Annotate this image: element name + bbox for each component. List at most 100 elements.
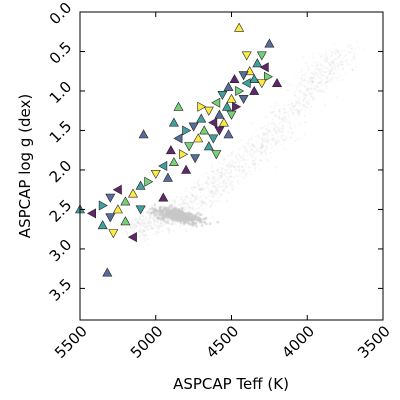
background-point [312, 97, 315, 100]
background-point [318, 68, 321, 71]
background-point [287, 118, 290, 122]
background-point [316, 89, 319, 92]
red-clump-point [179, 215, 182, 219]
background-point [307, 68, 310, 71]
background-point [204, 196, 207, 199]
background-point [344, 50, 347, 53]
star-marker [241, 51, 252, 61]
background-point [253, 144, 256, 147]
background-point [149, 216, 152, 219]
background-point [224, 178, 227, 181]
background-point [330, 77, 333, 81]
background-point [227, 178, 230, 181]
background-point [121, 232, 124, 235]
background-point [275, 102, 278, 105]
background-point [327, 73, 330, 76]
background-point [248, 166, 251, 170]
background-point [215, 189, 218, 192]
background-point [264, 136, 267, 140]
background-point [157, 230, 160, 233]
background-point [265, 146, 268, 149]
background-point [242, 165, 245, 168]
background-point [197, 178, 200, 181]
background-point [216, 196, 219, 199]
star-marker [135, 205, 146, 215]
background-point [265, 150, 268, 153]
background-point [224, 170, 228, 173]
background-point [211, 194, 214, 197]
background-point [311, 80, 314, 84]
background-point [252, 165, 255, 168]
background-point [333, 66, 337, 69]
background-point [236, 175, 239, 178]
background-point [238, 160, 241, 163]
background-point [307, 89, 310, 92]
background-point [270, 156, 273, 159]
background-point [313, 87, 317, 90]
background-point [227, 191, 230, 194]
background-point [261, 137, 264, 140]
background-point [262, 133, 266, 137]
background-point [309, 83, 312, 86]
background-point [309, 79, 312, 82]
background-point [139, 223, 142, 226]
background-point [238, 167, 241, 170]
background-point [251, 159, 255, 162]
background-point [337, 49, 340, 52]
background-point [350, 47, 353, 50]
background-point [294, 108, 297, 112]
background-point [206, 176, 209, 179]
background-point [260, 137, 263, 140]
background-point [288, 121, 291, 124]
background-point [324, 57, 327, 60]
red-clump-point [198, 213, 202, 216]
background-point [141, 225, 144, 228]
background-point [288, 123, 291, 126]
background-point [218, 181, 221, 184]
background-point [177, 203, 180, 207]
background-point [231, 188, 234, 191]
background-point [334, 57, 337, 61]
red-clump-point [155, 209, 159, 212]
background-point [245, 172, 248, 175]
background-point [260, 145, 263, 148]
red-clump-point [158, 216, 162, 220]
background-point [209, 189, 212, 192]
background-point [264, 153, 267, 156]
background-point [316, 72, 319, 75]
background-point [150, 226, 153, 229]
background-point [226, 163, 229, 166]
background-point [344, 53, 347, 57]
background-point [155, 228, 158, 231]
background-point [281, 127, 284, 131]
background-point [222, 179, 225, 182]
background-point [142, 223, 145, 226]
background-point [316, 65, 319, 68]
background-point [290, 131, 294, 134]
background-point [317, 86, 320, 89]
background-point [141, 234, 144, 237]
background-point [242, 158, 245, 162]
background-point [206, 179, 209, 183]
background-point [297, 111, 300, 114]
background-point [291, 84, 294, 87]
background-point [228, 166, 231, 169]
background-point [329, 72, 332, 75]
background-point [133, 223, 136, 226]
star-marker [179, 149, 189, 160]
background-point [225, 184, 228, 188]
background-point [266, 160, 269, 163]
background-point [141, 221, 144, 224]
background-point [307, 68, 311, 71]
background-point [322, 89, 325, 93]
background-point [137, 221, 140, 224]
background-point [330, 69, 333, 73]
background-point [295, 112, 298, 115]
background-point [244, 146, 248, 149]
background-point [157, 220, 160, 223]
red-clump-point [173, 209, 177, 213]
background-point [339, 60, 343, 63]
background-point [217, 171, 220, 174]
background-point [251, 161, 254, 165]
background-point [354, 66, 357, 69]
